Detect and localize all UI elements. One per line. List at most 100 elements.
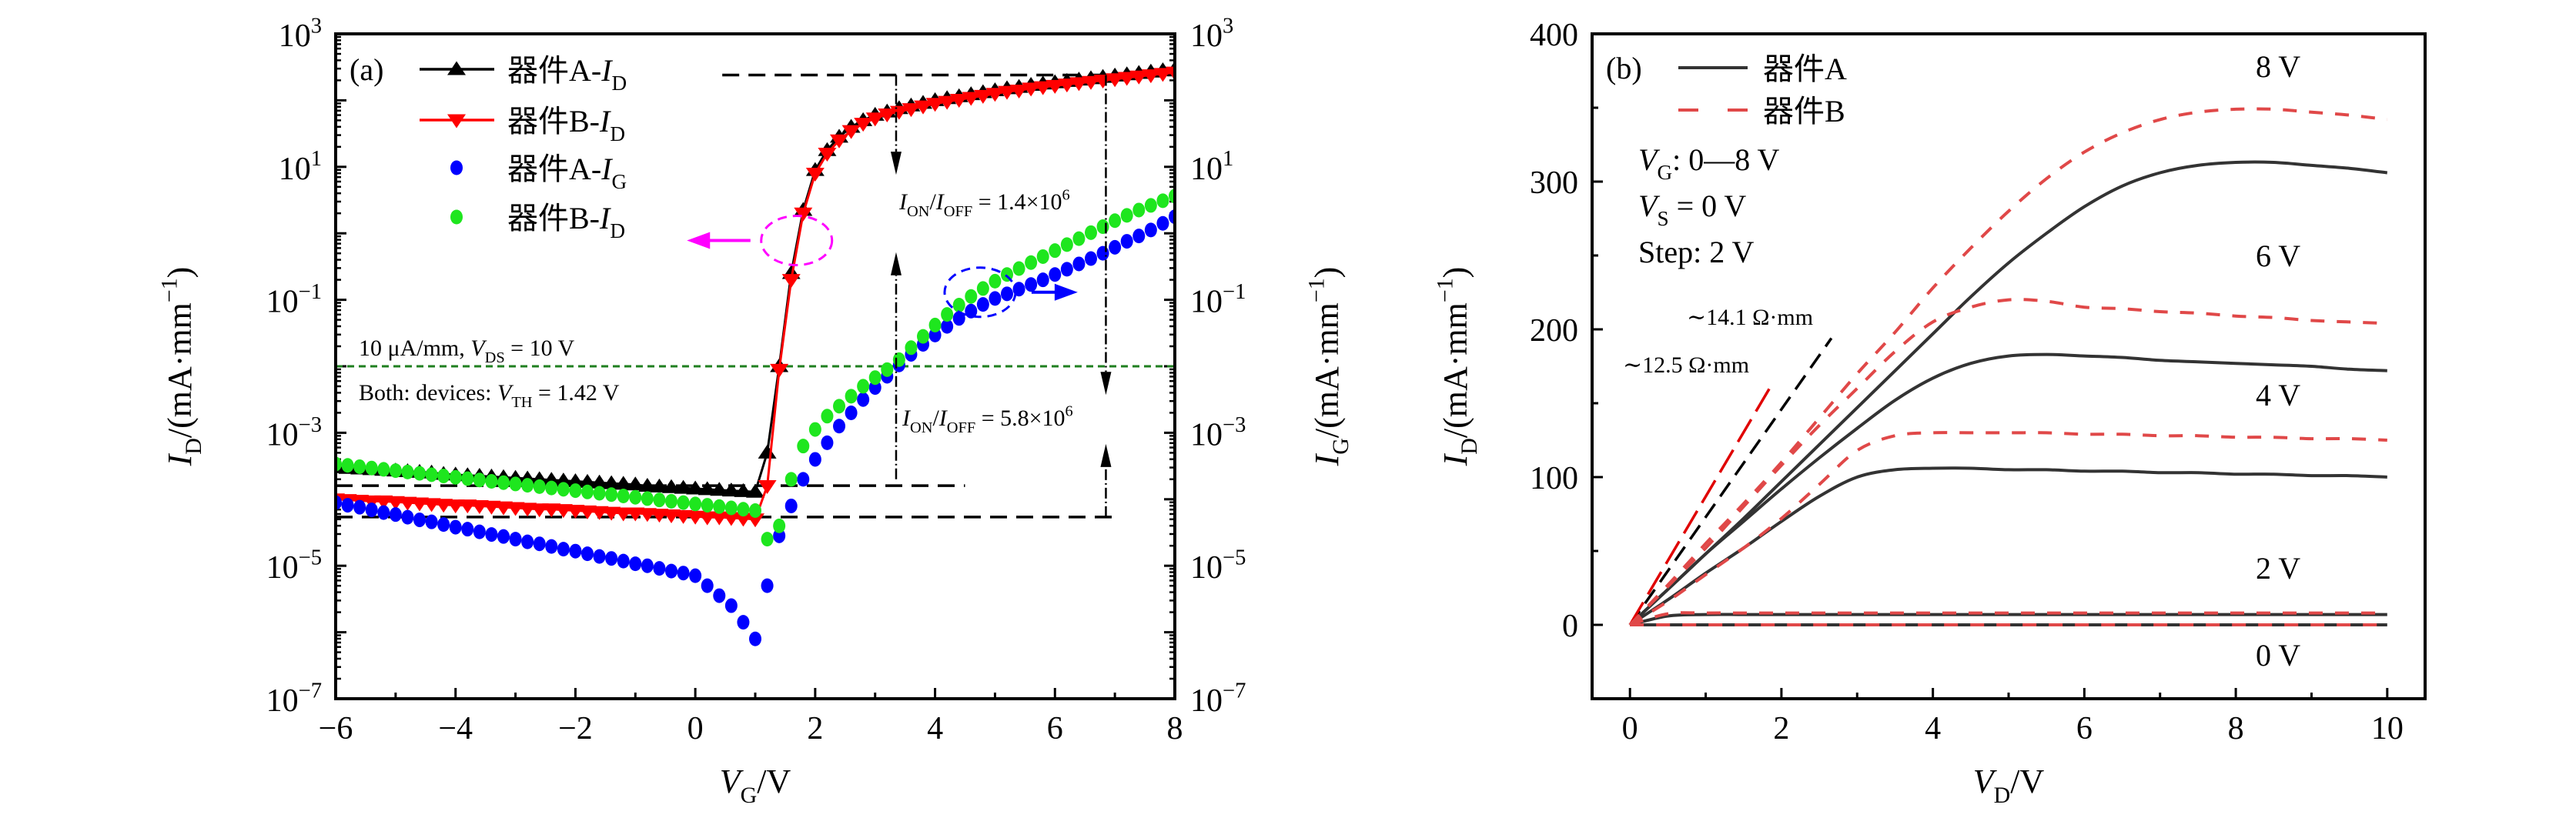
data-point — [734, 482, 753, 497]
right-y-tick-label: 10−5 — [1190, 546, 1246, 586]
y-tick-label: 0 — [1562, 609, 1578, 644]
text-segment: / — [929, 189, 936, 215]
data-point — [1085, 251, 1097, 266]
data-point — [554, 472, 573, 487]
data-point — [746, 513, 764, 528]
left-axis-indicator — [687, 215, 834, 267]
data-point — [805, 167, 825, 182]
triangle-up-marker-icon — [447, 61, 466, 75]
text-segment: G — [612, 170, 627, 193]
legend-label: 器件A-IG — [507, 152, 627, 193]
text-segment: −7 — [1223, 679, 1246, 703]
data-point — [497, 475, 510, 490]
legend-label: 器件A — [1763, 52, 1847, 86]
text-segment: −1 — [157, 278, 182, 302]
data-point — [949, 94, 969, 109]
data-point — [845, 405, 858, 420]
data-point — [1025, 255, 1038, 270]
data-point — [401, 509, 414, 525]
data-point — [545, 539, 558, 554]
data-point — [785, 498, 798, 513]
data-point — [341, 458, 354, 473]
data-point — [976, 297, 989, 312]
data-point — [590, 474, 609, 489]
data-point — [353, 459, 366, 474]
text-segment: 3 — [311, 14, 322, 38]
right-y-tick-label: 10−3 — [1190, 413, 1246, 453]
fit-line-A — [1628, 337, 1833, 626]
x-tick-label: 2 — [807, 711, 823, 746]
arrow-head — [890, 152, 902, 175]
data-point — [1132, 202, 1146, 218]
data-point — [557, 542, 570, 557]
text-segment: OFF — [944, 203, 972, 220]
data-point — [617, 553, 630, 569]
text-segment: D — [610, 219, 625, 242]
text-segment: I — [938, 406, 948, 431]
y-tick-label: 200 — [1530, 313, 1578, 349]
text-segment: ) — [1308, 267, 1346, 279]
left-y-tick-label: 10−3 — [266, 413, 322, 453]
data-point — [998, 85, 1016, 100]
data-point — [965, 303, 978, 319]
text-segment: = 1.42 V — [533, 380, 620, 406]
data-point — [1082, 75, 1100, 90]
text-segment: D — [1994, 783, 2011, 808]
text-segment: −1 — [299, 280, 322, 304]
text-segment: /V — [2010, 763, 2044, 800]
x-tick-label: 8 — [1167, 711, 1183, 746]
data-point — [653, 492, 666, 508]
data-point — [941, 307, 954, 322]
right-y-tick-label: 10−1 — [1190, 280, 1246, 320]
series-deviceB-ID-green — [336, 189, 1175, 547]
data-point — [989, 291, 1002, 306]
data-point — [1096, 219, 1109, 235]
data-point — [341, 498, 354, 513]
text-segment: 10 μA/mm, — [359, 336, 470, 361]
text-segment: = 5.8×10 — [975, 406, 1065, 431]
data-point — [889, 105, 908, 120]
data-point — [721, 482, 741, 497]
data-point — [701, 498, 714, 513]
x-tick-label: 6 — [2076, 711, 2093, 746]
data-point — [1036, 272, 1049, 288]
data-point — [1141, 69, 1160, 84]
data-point — [941, 319, 954, 334]
curve-device-B-vg-4 — [1629, 431, 2387, 626]
data-point — [770, 363, 789, 378]
data-point — [1012, 261, 1025, 276]
arrow-head — [1100, 372, 1112, 396]
data-point — [509, 532, 522, 547]
left-y-tick-label: 10−5 — [266, 546, 322, 586]
legend-item-deviceA-ID: 器件A-ID — [420, 53, 627, 95]
text-segment: V — [1638, 189, 1661, 223]
text-segment: −1 — [1304, 278, 1330, 302]
curve-device-B-vg-6 — [1628, 298, 2387, 626]
text-segment: /V — [757, 763, 791, 800]
data-point — [521, 534, 534, 549]
data-point — [449, 519, 462, 535]
x-tick-label: 2 — [1773, 711, 1789, 746]
text-segment: /(mA·mm — [1437, 302, 1474, 438]
data-point — [952, 311, 965, 326]
text-segment: −1 — [1223, 280, 1246, 304]
data-point — [833, 399, 845, 414]
data-point — [569, 483, 582, 499]
data-point — [965, 289, 978, 304]
text-segment: / — [932, 406, 939, 431]
data-point — [713, 588, 726, 603]
data-point — [1166, 66, 1175, 81]
right-axis-indicator — [943, 266, 1078, 319]
data-point — [808, 422, 821, 437]
data-point — [389, 463, 402, 479]
data-point — [389, 507, 402, 523]
text-segment: 器件A- — [507, 53, 601, 88]
data-point — [737, 615, 750, 630]
data-point — [413, 466, 426, 481]
data-point — [545, 480, 558, 496]
panel-b-x-axis-title: VD/V — [1973, 763, 2045, 808]
text-segment: /(mA·mm — [161, 302, 199, 438]
data-point — [497, 529, 510, 544]
text-segment: 10 — [279, 18, 311, 54]
y-tick-label: 100 — [1530, 461, 1578, 496]
